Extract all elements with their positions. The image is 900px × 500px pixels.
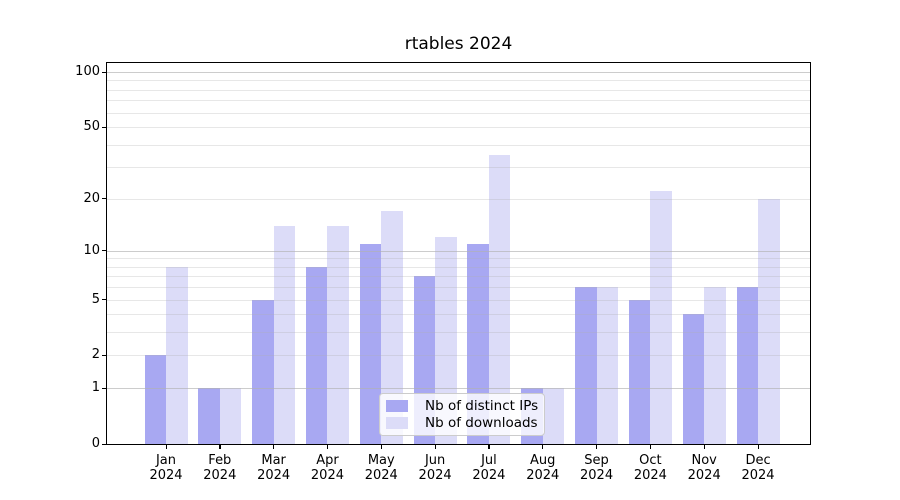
plot-area: 0 1 2 5 10 20 50 100 Jan 2024 Feb 2024 Mar 2024 Apr… <box>75 62 811 483</box>
bar-downloads <box>488 155 511 444</box>
y-tick-label: 20 <box>83 190 100 206</box>
legend-item-distinct-ips: Nb of distinct IPs <box>386 398 538 414</box>
y-tick-label: 1 <box>91 380 100 396</box>
bar-distinct-ips <box>736 287 759 444</box>
bar-distinct-ips <box>359 243 382 444</box>
bar-downloads <box>596 287 619 444</box>
bar-downloads <box>542 388 565 444</box>
x-tick-mark <box>326 445 329 449</box>
x-tick-label: Jul 2024 <box>472 453 506 483</box>
bar-distinct-ips <box>305 266 328 444</box>
gridline-minor <box>107 144 810 146</box>
gridline-minor <box>107 100 810 102</box>
x-tick-mark <box>165 445 167 449</box>
y-tick-mark <box>102 250 106 252</box>
bar-downloads <box>650 191 672 444</box>
y-tick-label: 10 <box>83 242 100 258</box>
x-tick-label: Nov 2024 <box>687 453 721 483</box>
y-tick-label: 5 <box>91 291 100 307</box>
bar-downloads <box>327 225 349 444</box>
x-tick-label: Sep 2024 <box>580 453 614 483</box>
x-tick-mark <box>596 445 598 449</box>
x-tick-mark <box>542 445 544 449</box>
bar-distinct-ips <box>144 355 166 444</box>
x-tick-label: Aug 2024 <box>526 453 560 483</box>
gridline-minor <box>107 112 810 114</box>
x-tick-mark <box>649 445 652 449</box>
gridline-minor <box>107 258 810 260</box>
bar-distinct-ips <box>628 299 651 444</box>
bar-distinct-ips <box>575 287 597 444</box>
x-tick-label: Oct 2024 <box>633 453 667 483</box>
x-tick-mark <box>219 445 221 449</box>
gridline-minor <box>107 266 810 268</box>
gridline-minor <box>107 127 810 129</box>
y-tick-label: 100 <box>75 64 100 80</box>
gridline-major <box>107 72 810 74</box>
y-tick-mark <box>102 443 106 445</box>
bar-downloads <box>704 287 726 444</box>
bar-downloads <box>435 237 457 444</box>
gridline-minor <box>107 89 810 91</box>
legend-swatch-distinct-ips-icon <box>386 400 408 413</box>
y-tick-mark <box>102 354 106 357</box>
x-tick-mark <box>703 445 705 449</box>
y-tick-label: 50 <box>83 119 100 135</box>
y-tick-mark <box>102 299 106 301</box>
gridline-major <box>107 250 810 252</box>
x-tick-mark <box>273 445 275 449</box>
bar-downloads <box>758 198 780 444</box>
x-tick-mark <box>380 445 382 449</box>
y-tick-label: 2 <box>91 347 100 363</box>
legend-item-downloads: Nb of downloads <box>386 415 538 431</box>
x-tick-mark <box>434 445 436 449</box>
x-tick-label: Jun 2024 <box>418 453 452 483</box>
bar-distinct-ips <box>682 314 705 444</box>
x-tick-label: Mar 2024 <box>257 453 291 483</box>
x-tick-label: Jan 2024 <box>149 453 183 483</box>
y-tick-mark <box>102 71 106 73</box>
y-tick-mark <box>102 387 106 389</box>
bar-downloads <box>381 211 403 444</box>
y-tick-mark <box>102 198 106 200</box>
chart-title: rtables 2024 <box>404 34 513 54</box>
bar-downloads <box>273 225 296 444</box>
gridline-minor <box>107 167 810 169</box>
x-tick-label: Dec 2024 <box>741 453 775 483</box>
x-tick-mark <box>757 445 759 449</box>
gridline-minor <box>107 198 810 200</box>
legend-swatch-downloads-icon <box>386 416 408 429</box>
legend-label-downloads: Nb of downloads <box>425 414 538 431</box>
y-tick-mark <box>102 126 106 128</box>
x-tick-label: Apr 2024 <box>310 453 344 483</box>
legend-label-distinct-ips: Nb of distinct IPs <box>425 398 539 415</box>
x-tick-label: May 2024 <box>364 453 398 483</box>
bar-downloads <box>166 266 188 444</box>
x-tick-label: Feb 2024 <box>203 453 237 483</box>
x-tick-mark <box>488 445 490 449</box>
y-tick-label: 0 <box>91 436 100 451</box>
gridline-minor <box>107 276 810 278</box>
gridline-minor <box>107 80 810 82</box>
bar-distinct-ips <box>252 299 274 444</box>
legend: Nb of distinct IPs Nb of downloads <box>379 393 545 436</box>
bar-distinct-ips <box>198 388 220 444</box>
bar-downloads <box>219 388 242 444</box>
